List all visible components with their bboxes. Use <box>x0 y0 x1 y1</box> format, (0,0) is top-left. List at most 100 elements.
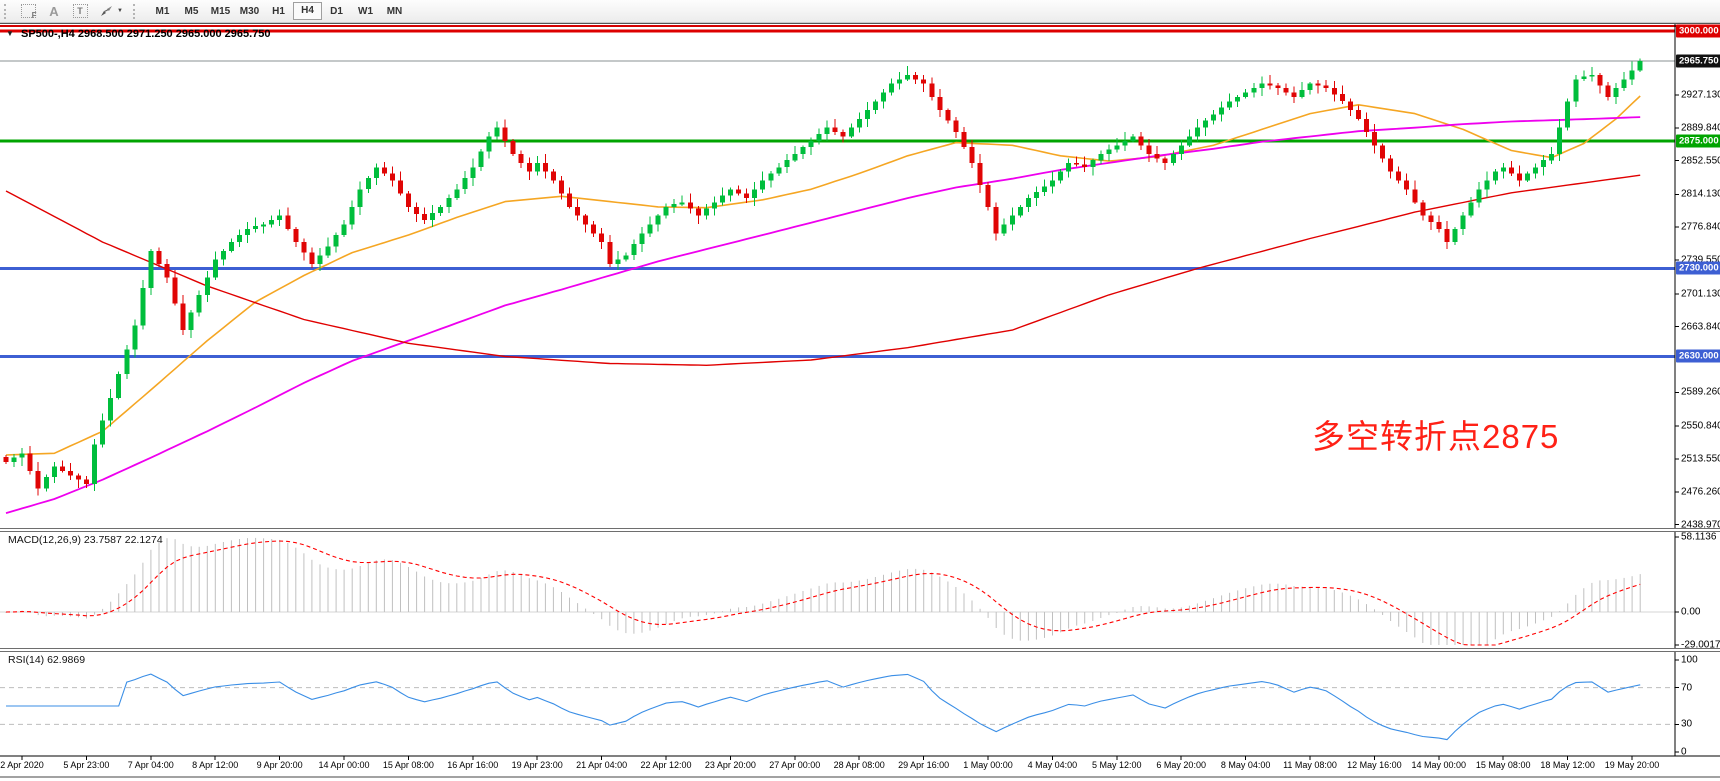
macd-histogram-bar <box>464 582 466 612</box>
text-tool-button[interactable]: A <box>41 2 67 21</box>
macd-histogram-bar <box>142 562 144 612</box>
macd-histogram-bar <box>53 612 55 616</box>
macd-histogram-bar <box>1188 605 1190 612</box>
macd-histogram-bar <box>899 570 901 612</box>
macd-histogram-bar <box>1446 612 1448 645</box>
macd-histogram-bar <box>448 583 450 612</box>
macd-histogram-bar <box>633 612 635 634</box>
macd-histogram-bar <box>1398 612 1400 627</box>
macd-histogram-bar <box>351 568 353 612</box>
macd-histogram-bar <box>1535 612 1536 624</box>
timeframe-button-h4[interactable]: H4 <box>293 2 322 20</box>
toolbar: F A T ▼ M1 M5 M15 M30 H1 H4 D1 W1 MN <box>0 0 1720 23</box>
window-top-border <box>0 23 1720 24</box>
time-tick-label: 6 May 20:00 <box>1156 760 1206 770</box>
macd-histogram-bar <box>891 572 892 612</box>
macd-histogram-bar <box>1374 609 1375 612</box>
macd-histogram-bar <box>826 583 828 612</box>
macd-histogram-bar <box>1357 599 1359 612</box>
macd-histogram-bar <box>883 574 884 612</box>
timeframe-button-w1[interactable]: W1 <box>358 5 373 17</box>
time-tick-label: 15 Apr 08:00 <box>382 760 434 770</box>
chart-ohlc-title: ▼ SP500-,H4 2968.500 2971.250 2965.000 2… <box>6 28 271 40</box>
price-tick-label: 2513.550 <box>1681 453 1720 465</box>
font-tool-button[interactable]: F <box>15 2 41 21</box>
macd-histogram-bar <box>1382 612 1384 615</box>
time-tick-label: 23 Apr 20:00 <box>704 760 756 770</box>
chart-canvas[interactable] <box>0 23 1720 781</box>
time-tick-label: 29 Apr 16:00 <box>898 760 950 770</box>
macd-histogram-bar <box>190 546 192 612</box>
macd-histogram-bar <box>1237 590 1239 612</box>
macd-histogram-bar <box>311 559 313 612</box>
annotation-text[interactable]: 多空转折点2875 <box>1312 418 1560 455</box>
timeframe-button-h1[interactable]: H1 <box>272 5 285 17</box>
macd-histogram-bar <box>432 579 434 612</box>
macd-histogram-bar <box>1285 584 1287 612</box>
macd-histogram-bar <box>1124 609 1126 612</box>
macd-histogram-bar <box>335 569 337 612</box>
macd-histogram-bar <box>263 538 265 612</box>
arrows-tool-button[interactable]: ▼ <box>93 2 129 21</box>
toolbar-grip-2[interactable] <box>133 3 138 19</box>
time-tick-label: 14 Apr 00:00 <box>318 760 370 770</box>
macd-histogram-bar <box>327 567 329 612</box>
timeframe-button-m15[interactable]: M15 <box>210 5 231 17</box>
macd-histogram-bar <box>544 583 546 612</box>
time-tick-label: 4 May 04:00 <box>1027 760 1078 770</box>
macd-histogram-bar <box>214 543 216 612</box>
textbox-tool-button[interactable]: T <box>67 2 93 21</box>
slow-ma-line <box>5 174 1641 366</box>
rsi-indicator-label: RSI(14) 62.9869 <box>8 654 86 666</box>
macd-histogram-bar <box>1454 612 1456 645</box>
timeframe-button-m30[interactable]: M30 <box>239 5 260 17</box>
timeframe-button-m5[interactable]: M5 <box>184 5 199 17</box>
pane-separator-macd[interactable] <box>0 528 1720 532</box>
macd-histogram-bar <box>1341 592 1343 612</box>
macd-histogram-bar <box>1269 583 1271 612</box>
macd-indicator-label: MACD(12,26,9) 23.7587 22.1274 <box>8 534 163 546</box>
timeframe-button-d1[interactable]: D1 <box>330 5 343 17</box>
main-pane <box>0 29 1675 358</box>
macd-histogram-bar <box>617 612 619 631</box>
macd-histogram-bar <box>1510 612 1512 632</box>
time-tick-label: 5 Apr 23:00 <box>63 760 110 770</box>
macd-histogram-bar <box>37 612 39 616</box>
macd-histogram-bar <box>971 600 973 612</box>
time-tick-label: 22 Apr 12:00 <box>640 760 692 770</box>
macd-histogram-bar <box>29 611 31 613</box>
macd-histogram-bar <box>1100 612 1102 618</box>
macd-histogram-bar <box>1293 586 1295 612</box>
macd-histogram-bar <box>746 607 748 612</box>
symbol-dropdown-icon[interactable]: ▼ <box>6 29 14 38</box>
macd-histogram-bar <box>762 603 764 612</box>
timeframe-button-m1[interactable]: M1 <box>155 5 170 17</box>
macd-histogram-bar <box>1027 612 1029 641</box>
pane-separator-rsi[interactable] <box>0 648 1720 652</box>
macd-histogram-bar <box>456 583 458 612</box>
macd-histogram-bar <box>1599 580 1601 612</box>
price-tick-label: 2927.130 <box>1681 89 1720 101</box>
macd-histogram-bar <box>383 559 385 612</box>
toolbar-grip[interactable] <box>4 3 9 19</box>
macd-histogram-bar <box>1245 588 1247 612</box>
macd-histogram-bar <box>931 572 933 612</box>
macd-histogram-bar <box>569 597 570 612</box>
timeframe-button-mn[interactable]: MN <box>386 5 403 17</box>
macd-histogram-bar <box>1615 579 1617 612</box>
rsi-tick-label: 30 <box>1681 718 1693 730</box>
price-tick-label: 2663.840 <box>1681 321 1720 333</box>
macd-histogram-bar <box>834 582 836 612</box>
macd-histogram-bar <box>1438 612 1440 645</box>
macd-histogram-bar <box>295 547 297 612</box>
time-tick-label: 28 Apr 08:00 <box>833 760 885 770</box>
macd-histogram-bar <box>222 542 224 612</box>
arrows-dropdown-caret-icon[interactable]: ▼ <box>117 8 123 14</box>
macd-histogram-bar <box>979 608 981 612</box>
macd-histogram-bar <box>778 598 780 612</box>
chart-window: ▼ SP500-,H4 2968.500 2971.250 2965.000 2… <box>0 23 1720 781</box>
macd-histogram-bar <box>1076 612 1078 626</box>
macd-histogram-bar <box>738 607 740 612</box>
macd-histogram-bar <box>1623 577 1625 612</box>
macd-histogram-bar <box>528 578 530 612</box>
